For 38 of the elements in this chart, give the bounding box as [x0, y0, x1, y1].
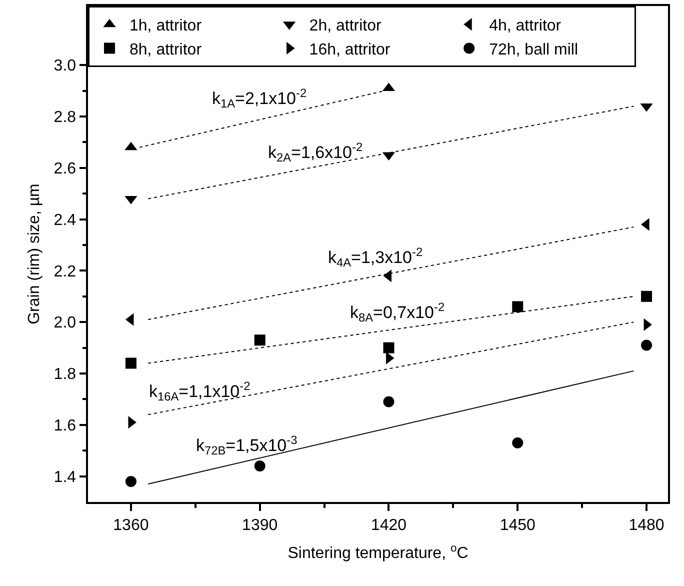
annotation: k$_{1A}$=2,1x10$^{-2}$: [212, 86, 307, 111]
annotation: k$_{72B}$=1,5x10$^{-3}$: [196, 433, 298, 458]
legend-label: 2h, attritor: [309, 18, 382, 35]
point: [254, 334, 266, 346]
legend-label: 16h, attritor: [309, 41, 391, 58]
y-tick-label: 2.6: [54, 160, 76, 178]
annotation: k$_{4A}$=1,3x10$^{-2}$: [328, 245, 423, 270]
x-axis-title: Sintering temperature, $^{o}$C: [288, 542, 468, 562]
y-tick-label: 2.8: [54, 109, 76, 126]
y-tick-label: 1.6: [54, 418, 76, 434]
y-tick-label: 1.4: [54, 468, 76, 486]
legend-label: 72h, ball mill: [489, 41, 578, 58]
x-tick-label: 1360: [113, 516, 149, 534]
annotation: k$_{16A}$=1,1x10$^{-2}$: [149, 379, 251, 404]
y-tick-label: 3.0: [54, 58, 76, 75]
point: [125, 476, 136, 487]
x-tick-label: 1480: [628, 516, 664, 534]
x-tick-label: 1390: [242, 516, 278, 534]
annotation: k$_{8A}$=0,7x10$^{-2}$: [350, 300, 445, 325]
x-tick-label: 1450: [500, 516, 536, 534]
y-tick-label: 1.8: [54, 366, 76, 384]
point: [641, 290, 652, 302]
y-axis-title: Grain (rim) size, µm: [26, 184, 44, 324]
point: [512, 437, 524, 448]
point: [512, 301, 524, 312]
point: [254, 460, 266, 472]
y-tick-label: 2.0: [54, 314, 76, 332]
point: [383, 342, 394, 354]
point: [641, 340, 652, 351]
legend-label: 1h, attritor: [130, 18, 202, 35]
legend-label: 4h, attritor: [489, 18, 562, 35]
x-tick-label: 1420: [370, 516, 407, 534]
point: [383, 396, 394, 408]
point: [125, 358, 136, 369]
legend-label: 8h, attritor: [130, 41, 202, 58]
annotation: k$_{2A}$=1,6x10$^{-2}$: [268, 140, 363, 165]
y-tick-label: 2.2: [54, 263, 76, 280]
y-tick-label: 2.4: [54, 212, 76, 229]
